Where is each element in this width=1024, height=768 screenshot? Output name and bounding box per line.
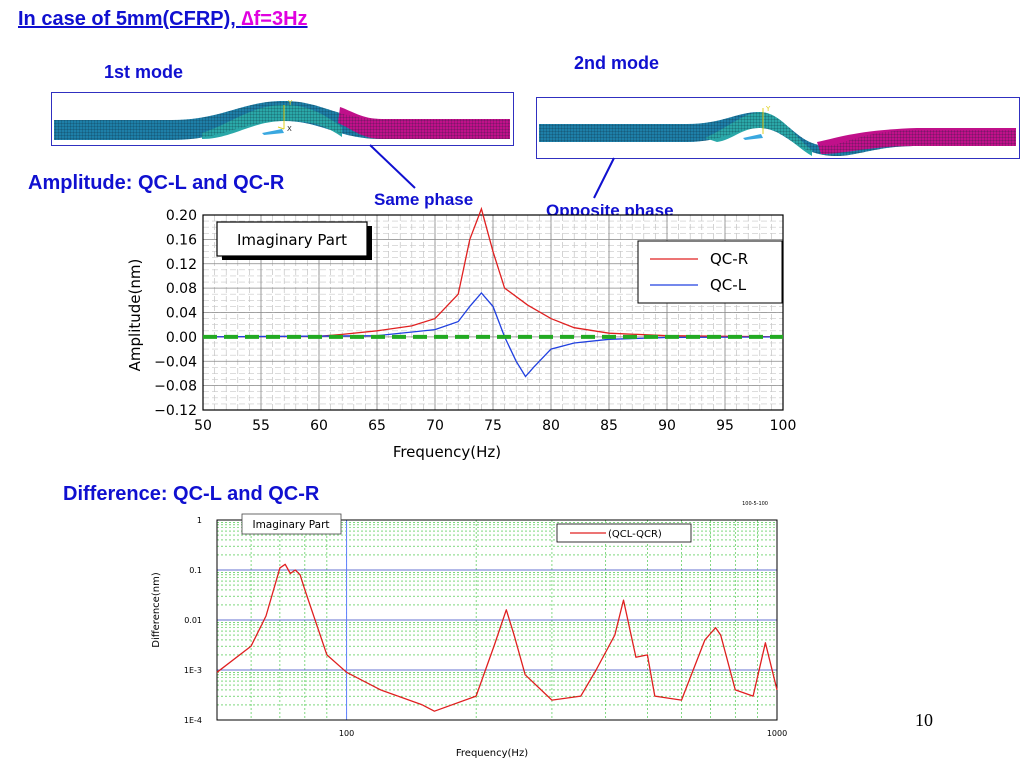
mode2-label: 2nd mode: [574, 53, 660, 73]
amplitude-legend: QC-R QC-L: [637, 240, 783, 304]
difference-box-label: Imaginary Part: [241, 513, 342, 535]
difference-x-tick-label: 100: [339, 729, 354, 738]
same-phase-label: Same phase: [374, 190, 474, 209]
amplitude-x-tick-label: 50: [194, 418, 212, 434]
slide-title: In case of 5mm(CFRP), ∆f=3Hz: [18, 8, 308, 31]
amplitude-x-tick-label: 60: [310, 418, 328, 434]
difference-ylabel: Difference(nm): [151, 572, 162, 648]
difference-series-line: [216, 563, 778, 712]
difference-y-tick-label: 1: [197, 516, 202, 525]
amplitude-y-tick-label: −0.12: [154, 403, 197, 419]
mode2-mesh: [539, 112, 1016, 156]
difference-series: [216, 563, 778, 712]
difference-chart: 100-5-100 100 1000 1 0.1 0.01 1E-3 1E-4 Imagin…: [151, 501, 787, 759]
amplitude-series-line-qc-l: [202, 292, 784, 378]
difference-box-label-text: Imaginary Part: [252, 519, 329, 531]
mode2-shape-image: Y: [536, 97, 1020, 159]
amplitude-tick-labels: 50 55 60 65 70 75 80 85 90 95 100 0.20 0.16 0.12 0.08 0…: [154, 208, 796, 434]
amplitude-y-tick-label: 0.20: [166, 208, 197, 224]
legend-label-qc-r: QC-R: [710, 250, 748, 268]
amplitude-x-tick-label: 95: [716, 418, 734, 434]
amplitude-x-tick-label: 55: [252, 418, 270, 434]
amplitude-series: [202, 206, 784, 378]
amplitude-x-tick-label: 65: [368, 418, 386, 434]
difference-legend: (QCL-QCR): [556, 523, 692, 543]
difference-frame: [216, 519, 778, 721]
mode1-label: 1st mode: [104, 62, 184, 82]
mode1-shape-svg: Y X: [54, 99, 510, 140]
amplitude-x-tick-label: 85: [600, 418, 618, 434]
mode1-shape-image: Y X: [51, 92, 514, 146]
legend-label-qcl-qcr: (QCL-QCR): [608, 529, 662, 540]
slide-title-sub: ∆f=3Hz: [241, 8, 308, 30]
mode1-axis-x-label: X: [287, 125, 292, 133]
amplitude-y-tick-label: 0.12: [166, 257, 197, 273]
amplitude-x-tick-label: 100: [770, 418, 797, 434]
amplitude-box-label-text: Imaginary Part: [237, 231, 347, 249]
difference-xlabel: Frequency(Hz): [456, 748, 528, 759]
amplitude-y-tick-label: 0.04: [166, 306, 197, 322]
mode1-connector: [369, 144, 416, 189]
difference-grid: [216, 519, 778, 721]
amplitude-x-tick-label: 80: [542, 418, 560, 434]
amplitude-y-tick-label: 0.08: [166, 281, 197, 297]
amplitude-frame: [202, 214, 784, 411]
amplitude-x-tick-label: 90: [658, 418, 676, 434]
amplitude-x-tick-label: 75: [484, 418, 502, 434]
amplitude-y-tick-label: −0.04: [154, 354, 197, 370]
amplitude-y-tick-label: 0.16: [166, 232, 197, 248]
difference-y-tick-label: 0.01: [184, 616, 202, 625]
mode1-axis-y-label: Y: [287, 99, 293, 107]
difference-y-tick-label: 1E-3: [184, 666, 202, 675]
amplitude-chart: 50 55 60 65 70 75 80 85 90 95 100 0.20 0.16 0.12 0.08 0…: [126, 206, 796, 461]
legend-label-qc-l: QC-L: [710, 276, 747, 294]
mode2-axis-marker: [743, 134, 763, 140]
difference-section-title: Difference: QC-L and QC-R: [63, 483, 320, 505]
mode1-mesh: [54, 101, 510, 140]
difference-y-tick-label: 0.1: [189, 566, 202, 575]
difference-corner-label: 100-5-100: [742, 501, 768, 507]
amplitude-series-line-qc-r: [202, 206, 784, 338]
mode2-connector: [593, 157, 615, 199]
mode1-axis-marker: [262, 129, 284, 135]
difference-tick-labels: 100 1000 1 0.1 0.01 1E-3 1E-4: [184, 516, 787, 738]
amplitude-y-tick-label: 0.00: [166, 330, 197, 346]
difference-y-tick-label: 1E-4: [184, 716, 202, 725]
mode2-shape-svg: Y: [539, 105, 1016, 156]
amplitude-x-tick-label: 70: [426, 418, 444, 434]
mode2-axis-y-label: Y: [765, 105, 771, 113]
difference-x-tick-label: 1000: [767, 729, 787, 738]
amplitude-y-tick-label: −0.08: [154, 379, 197, 395]
amplitude-ylabel: Amplitude(nm): [126, 259, 144, 372]
amplitude-xlabel: Frequency(Hz): [393, 443, 501, 461]
slide-title-main: In case of 5mm(CFRP),: [18, 8, 242, 30]
page-number: 10: [915, 710, 933, 730]
amplitude-box-label: Imaginary Part: [216, 221, 372, 260]
amplitude-section-title: Amplitude: QC-L and QC-R: [28, 172, 285, 194]
